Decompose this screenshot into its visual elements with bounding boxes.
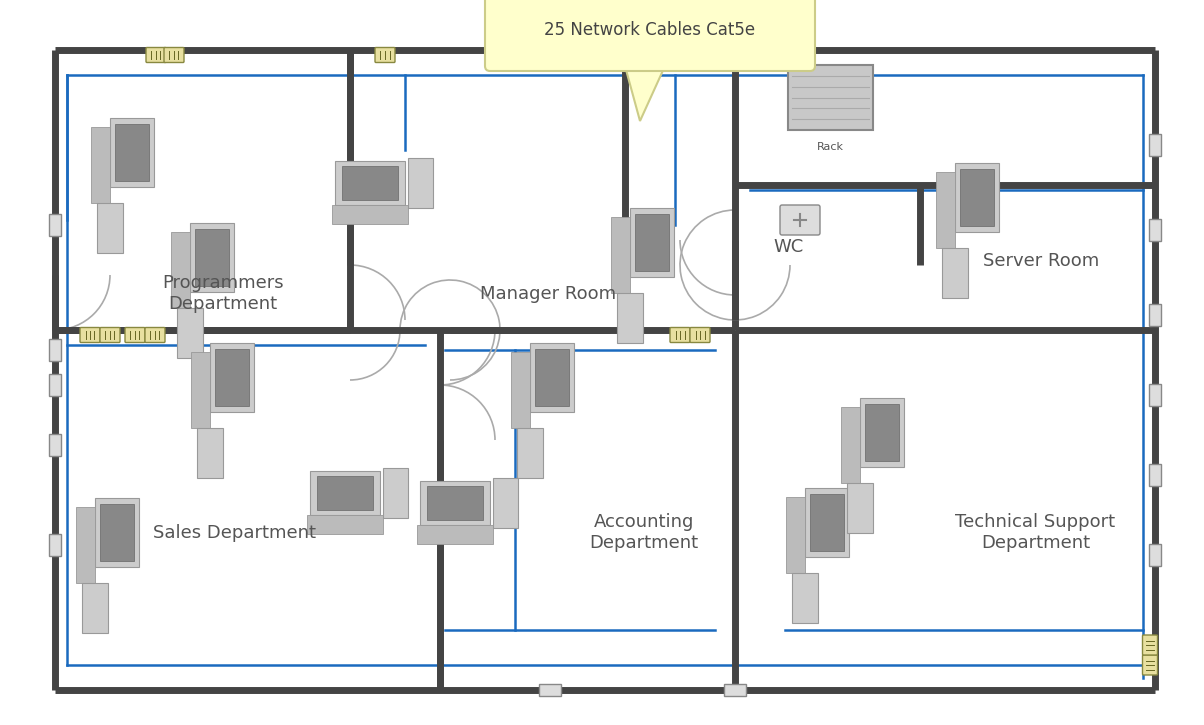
Bar: [190, 223, 234, 292]
FancyBboxPatch shape: [79, 328, 100, 342]
Bar: [518, 428, 543, 479]
Bar: [943, 248, 968, 298]
Bar: [810, 494, 844, 551]
Bar: [527, 44, 549, 56]
Bar: [420, 481, 490, 525]
Bar: [332, 205, 408, 224]
Bar: [209, 343, 254, 412]
Bar: [1149, 464, 1161, 486]
Bar: [535, 349, 569, 406]
FancyBboxPatch shape: [374, 48, 395, 62]
FancyBboxPatch shape: [144, 328, 165, 342]
Text: Sales Department: Sales Department: [153, 524, 317, 542]
FancyBboxPatch shape: [780, 205, 820, 235]
Bar: [754, 44, 777, 56]
Bar: [1149, 544, 1161, 566]
Bar: [842, 407, 860, 483]
FancyBboxPatch shape: [164, 48, 184, 62]
FancyBboxPatch shape: [740, 48, 761, 62]
FancyBboxPatch shape: [659, 48, 678, 62]
Bar: [530, 343, 574, 412]
Bar: [177, 308, 202, 358]
FancyBboxPatch shape: [125, 328, 144, 342]
Text: Accounting
Department: Accounting Department: [590, 513, 698, 552]
Text: Rack: Rack: [816, 142, 844, 152]
Bar: [539, 684, 561, 696]
Bar: [214, 349, 249, 406]
FancyBboxPatch shape: [146, 48, 166, 62]
Bar: [1149, 219, 1161, 241]
Bar: [49, 374, 61, 396]
Bar: [960, 169, 995, 225]
Bar: [100, 504, 135, 560]
Bar: [724, 684, 746, 696]
Bar: [669, 44, 691, 56]
Bar: [787, 65, 873, 130]
Bar: [317, 476, 373, 510]
Bar: [49, 434, 61, 456]
Bar: [49, 339, 61, 361]
Bar: [92, 127, 110, 203]
Bar: [408, 158, 433, 208]
Bar: [786, 497, 805, 573]
Bar: [191, 352, 209, 428]
Bar: [336, 161, 405, 205]
Bar: [792, 573, 818, 624]
FancyBboxPatch shape: [100, 328, 120, 342]
Bar: [635, 214, 669, 270]
Bar: [98, 203, 123, 253]
Bar: [307, 515, 383, 534]
Bar: [195, 229, 230, 286]
Bar: [512, 352, 530, 428]
Bar: [426, 486, 483, 521]
Bar: [82, 583, 107, 633]
FancyBboxPatch shape: [485, 0, 815, 71]
Text: 25 Network Cables Cat5e: 25 Network Cables Cat5e: [544, 21, 756, 39]
Bar: [1149, 384, 1161, 406]
Text: Manager Room: Manager Room: [479, 285, 616, 302]
Bar: [864, 404, 899, 461]
Bar: [76, 507, 95, 583]
Bar: [49, 214, 61, 236]
Bar: [492, 478, 518, 528]
Bar: [860, 398, 904, 467]
Text: Server Room: Server Room: [984, 252, 1099, 270]
Bar: [955, 162, 999, 232]
Bar: [114, 124, 149, 181]
FancyBboxPatch shape: [669, 328, 690, 342]
Polygon shape: [625, 66, 665, 121]
Bar: [418, 525, 492, 544]
Bar: [95, 498, 140, 567]
FancyBboxPatch shape: [690, 328, 710, 342]
Text: Technical Support
Department: Technical Support Department: [956, 513, 1115, 552]
Bar: [110, 117, 154, 187]
Bar: [197, 428, 223, 479]
Bar: [630, 208, 674, 277]
Bar: [1149, 134, 1161, 156]
Bar: [848, 483, 873, 533]
FancyBboxPatch shape: [1143, 655, 1157, 675]
Bar: [618, 293, 643, 343]
Bar: [383, 468, 408, 518]
Bar: [49, 534, 61, 556]
Text: WC: WC: [773, 238, 804, 255]
Text: Programmers
Department: Programmers Department: [161, 274, 284, 313]
FancyBboxPatch shape: [1143, 635, 1157, 655]
Bar: [612, 218, 630, 293]
Bar: [342, 165, 399, 200]
Bar: [805, 488, 849, 557]
Bar: [936, 173, 955, 248]
Bar: [311, 471, 379, 515]
Bar: [1149, 304, 1161, 326]
Bar: [171, 232, 190, 308]
FancyBboxPatch shape: [759, 48, 779, 62]
